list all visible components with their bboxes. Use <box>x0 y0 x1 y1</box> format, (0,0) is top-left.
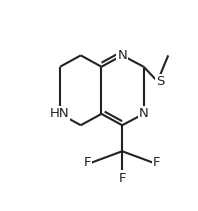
Text: F: F <box>84 156 91 169</box>
Text: HN: HN <box>50 107 69 120</box>
Text: N: N <box>139 107 148 120</box>
Text: F: F <box>153 156 160 169</box>
Text: N: N <box>117 49 127 62</box>
Text: F: F <box>118 172 126 185</box>
Text: S: S <box>156 75 165 88</box>
